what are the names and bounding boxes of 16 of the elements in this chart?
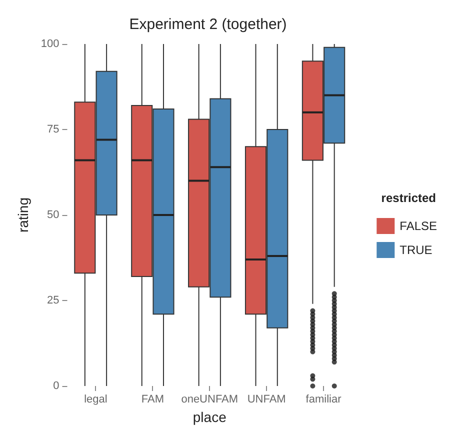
y-tick-label: 100 bbox=[40, 38, 60, 50]
x-axis-title: place bbox=[192, 409, 227, 425]
x-tick-label: familiar bbox=[306, 394, 342, 406]
x-tick-label: UNFAM bbox=[247, 394, 286, 406]
chart-title: Experiment 2 (together) bbox=[129, 16, 287, 33]
legend-label: FALSE bbox=[400, 219, 438, 233]
legend-title: restricted bbox=[381, 191, 436, 205]
y-tick-label: 0 bbox=[53, 380, 60, 392]
y-tick-label: 75 bbox=[47, 124, 60, 136]
y-tick-label: 25 bbox=[47, 294, 60, 306]
y-tick-label: 50 bbox=[47, 209, 60, 221]
x-tick-label: FAM bbox=[141, 394, 164, 406]
x-tick-label: legal bbox=[84, 394, 108, 406]
x-tick-label: oneUNFAM bbox=[181, 394, 238, 406]
legend-label: TRUE bbox=[400, 243, 432, 257]
y-axis-title: rating bbox=[15, 197, 31, 233]
